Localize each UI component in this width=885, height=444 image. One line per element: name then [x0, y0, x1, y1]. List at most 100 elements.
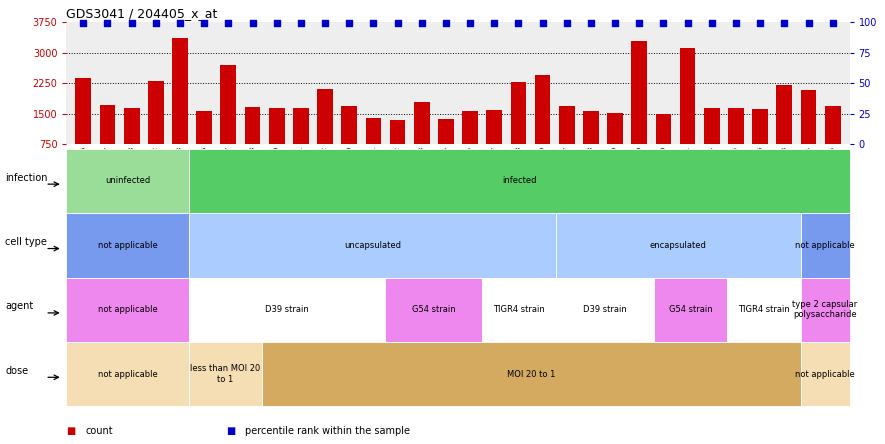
Bar — [559, 106, 574, 144]
Point — [704, 20, 719, 27]
Bar — [511, 83, 527, 144]
Bar — [189, 213, 556, 278]
Bar — [801, 90, 816, 144]
Text: less than MOI 20
to 1: less than MOI 20 to 1 — [190, 365, 260, 384]
Text: G54 strain: G54 strain — [412, 305, 455, 314]
Point — [366, 20, 381, 27]
Bar — [535, 75, 550, 144]
Point — [439, 20, 453, 27]
Text: infection: infection — [5, 173, 48, 183]
Bar — [801, 278, 850, 342]
Point — [802, 20, 816, 27]
Bar — [631, 41, 647, 144]
Bar — [293, 108, 309, 144]
Point — [535, 20, 550, 27]
Bar — [752, 109, 768, 144]
Point — [100, 20, 114, 27]
Bar — [148, 81, 164, 144]
Text: uncapsulated: uncapsulated — [343, 241, 401, 250]
Point — [294, 20, 308, 27]
Point — [415, 20, 429, 27]
Text: cell type: cell type — [5, 237, 47, 247]
Bar — [385, 278, 482, 342]
Bar — [366, 118, 381, 144]
Bar — [220, 65, 236, 144]
Text: encapsulated: encapsulated — [650, 241, 707, 250]
Bar — [189, 342, 262, 406]
Point — [608, 20, 622, 27]
Bar — [100, 105, 115, 144]
Bar — [342, 107, 357, 144]
Text: percentile rank within the sample: percentile rank within the sample — [245, 426, 410, 436]
Bar — [244, 107, 260, 144]
Point — [463, 20, 477, 27]
Point — [729, 20, 743, 27]
Text: type 2 capsular
polysaccharide: type 2 capsular polysaccharide — [792, 300, 858, 319]
Bar — [801, 342, 850, 406]
Point — [681, 20, 695, 27]
Text: count: count — [86, 426, 113, 436]
Bar — [825, 107, 841, 144]
Bar — [189, 149, 850, 213]
Bar — [776, 85, 792, 144]
Point — [342, 20, 357, 27]
Point — [125, 20, 139, 27]
Point — [487, 20, 501, 27]
Text: MOI 20 to 1: MOI 20 to 1 — [507, 369, 556, 379]
Bar — [556, 213, 801, 278]
Point — [632, 20, 646, 27]
Text: TIGR4 strain: TIGR4 strain — [493, 305, 545, 314]
Text: D39 strain: D39 strain — [265, 305, 309, 314]
Bar — [482, 278, 556, 342]
Point — [559, 20, 573, 27]
Bar — [389, 120, 405, 144]
Point — [826, 20, 840, 27]
Point — [245, 20, 259, 27]
Text: uninfected: uninfected — [105, 176, 150, 186]
Text: infected: infected — [502, 176, 536, 186]
Bar — [124, 108, 140, 144]
Point — [390, 20, 404, 27]
Bar — [607, 113, 623, 144]
Point — [270, 20, 284, 27]
Text: ■: ■ — [226, 426, 235, 436]
Bar — [196, 111, 212, 144]
Point — [197, 20, 212, 27]
Bar — [269, 108, 285, 144]
Point — [173, 20, 187, 27]
Point — [657, 20, 671, 27]
Bar — [75, 78, 91, 144]
Bar — [189, 278, 385, 342]
Bar — [704, 108, 720, 144]
Text: not applicable: not applicable — [97, 305, 158, 314]
Point — [753, 20, 767, 27]
Bar — [262, 342, 801, 406]
Bar — [438, 119, 454, 144]
Text: not applicable: not applicable — [97, 241, 158, 250]
Text: not applicable: not applicable — [796, 369, 855, 379]
Point — [318, 20, 332, 27]
Text: ■: ■ — [66, 426, 75, 436]
Text: dose: dose — [5, 366, 28, 376]
Point — [76, 20, 90, 27]
Bar — [66, 278, 189, 342]
Text: not applicable: not applicable — [796, 241, 855, 250]
Point — [777, 20, 791, 27]
Text: G54 strain: G54 strain — [669, 305, 712, 314]
Bar — [317, 88, 333, 144]
Bar — [656, 114, 672, 144]
Bar — [654, 278, 727, 342]
Bar — [66, 213, 189, 278]
Text: TIGR4 strain: TIGR4 strain — [738, 305, 789, 314]
Bar — [801, 213, 850, 278]
Bar — [728, 108, 743, 144]
Bar — [66, 149, 189, 213]
Text: D39 strain: D39 strain — [583, 305, 627, 314]
Text: not applicable: not applicable — [97, 369, 158, 379]
Text: GDS3041 / 204405_x_at: GDS3041 / 204405_x_at — [66, 7, 218, 20]
Bar — [556, 278, 654, 342]
Bar — [487, 110, 502, 144]
Point — [221, 20, 235, 27]
Bar — [583, 111, 599, 144]
Bar — [66, 342, 189, 406]
